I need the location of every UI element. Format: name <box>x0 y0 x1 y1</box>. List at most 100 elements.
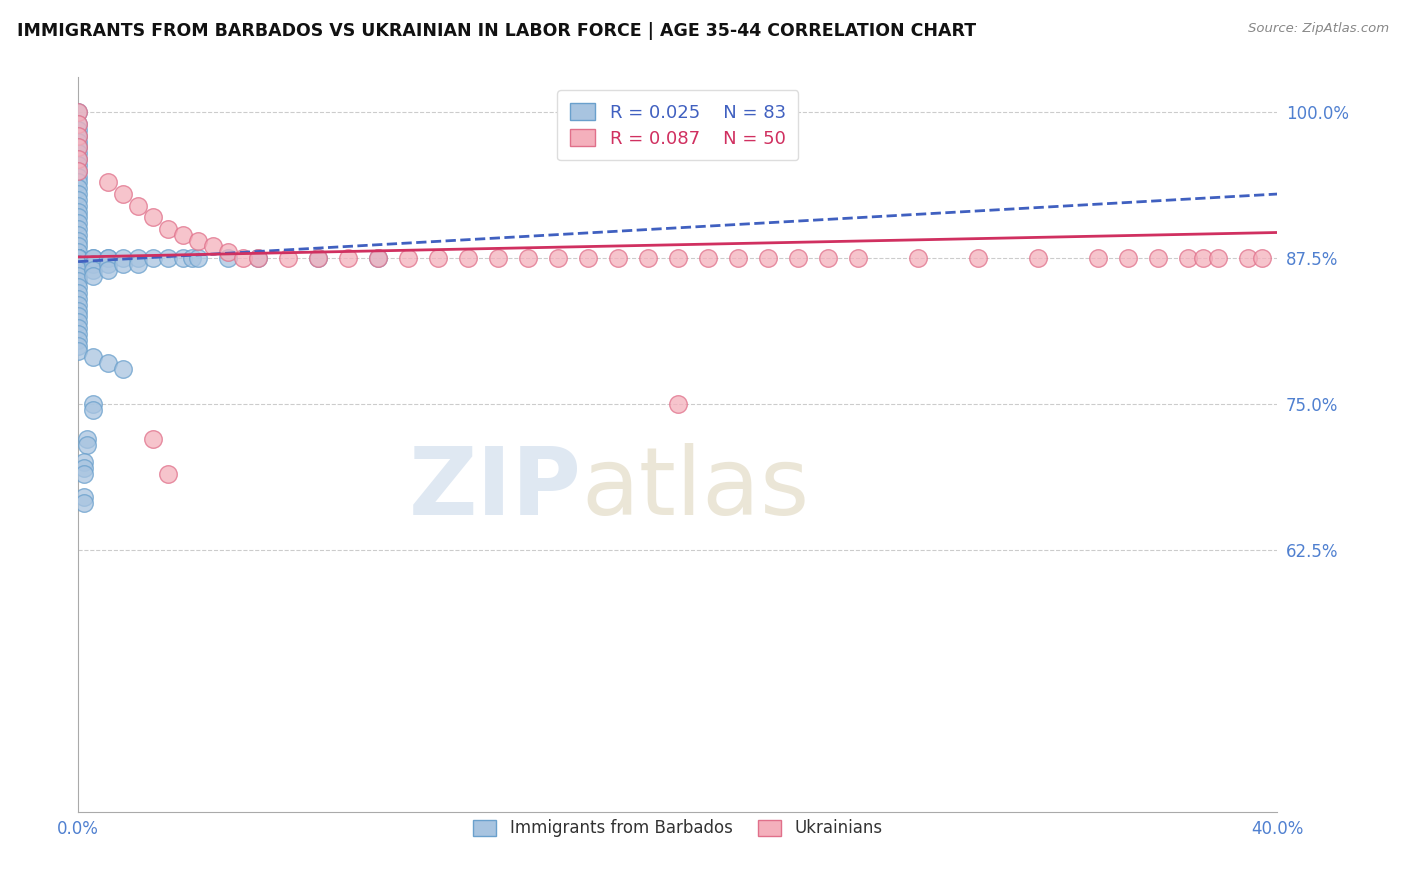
Point <box>637 251 659 265</box>
Point <box>67 193 90 207</box>
Point <box>67 257 90 271</box>
Point <box>1236 251 1258 265</box>
Point <box>202 239 225 253</box>
Point <box>67 140 90 154</box>
Point <box>67 163 90 178</box>
Point <box>73 467 96 481</box>
Point <box>67 321 90 335</box>
Point <box>67 181 90 195</box>
Point <box>786 251 808 265</box>
Point <box>1116 251 1139 265</box>
Point <box>67 292 90 306</box>
Text: IMMIGRANTS FROM BARBADOS VS UKRAINIAN IN LABOR FORCE | AGE 35-44 CORRELATION CHA: IMMIGRANTS FROM BARBADOS VS UKRAINIAN IN… <box>17 22 976 40</box>
Point <box>232 251 254 265</box>
Point <box>82 262 104 277</box>
Point <box>67 105 90 120</box>
Text: ZIP: ZIP <box>409 442 582 534</box>
Point <box>67 275 90 289</box>
Point <box>217 245 239 260</box>
Point <box>97 251 120 265</box>
Point <box>73 490 96 504</box>
Point <box>67 187 90 202</box>
Point <box>73 496 96 510</box>
Point <box>67 123 90 137</box>
Point <box>846 251 869 265</box>
Point <box>112 187 135 202</box>
Point <box>67 245 90 260</box>
Text: Source: ZipAtlas.com: Source: ZipAtlas.com <box>1249 22 1389 36</box>
Point <box>817 251 839 265</box>
Point <box>76 432 98 446</box>
Point <box>67 163 90 178</box>
Point <box>67 251 90 265</box>
Point <box>67 152 90 166</box>
Point <box>576 251 599 265</box>
Point <box>97 257 120 271</box>
Point <box>67 175 90 189</box>
Point <box>97 356 120 370</box>
Point <box>336 251 359 265</box>
Text: atlas: atlas <box>582 442 810 534</box>
Point <box>217 251 239 265</box>
Point <box>247 251 270 265</box>
Point <box>67 128 90 143</box>
Point <box>67 140 90 154</box>
Point <box>307 251 329 265</box>
Point <box>157 222 180 236</box>
Point <box>367 251 389 265</box>
Point <box>67 204 90 219</box>
Point <box>756 251 779 265</box>
Point <box>277 251 299 265</box>
Point <box>1146 251 1168 265</box>
Point <box>67 251 90 265</box>
Point <box>127 199 149 213</box>
Point <box>966 251 988 265</box>
Point <box>727 251 749 265</box>
Point <box>1026 251 1049 265</box>
Point <box>67 251 90 265</box>
Point <box>67 117 90 131</box>
Point <box>67 169 90 184</box>
Point <box>426 251 449 265</box>
Point <box>97 175 120 189</box>
Point <box>516 251 538 265</box>
Point <box>82 268 104 283</box>
Point <box>67 135 90 149</box>
Point <box>157 467 180 481</box>
Legend: Immigrants from Barbados, Ukrainians: Immigrants from Barbados, Ukrainians <box>467 813 889 844</box>
Point <box>67 199 90 213</box>
Point <box>82 251 104 265</box>
Point <box>82 402 104 417</box>
Point <box>396 251 419 265</box>
Point <box>666 397 689 411</box>
Point <box>172 251 194 265</box>
Point <box>1177 251 1199 265</box>
Point <box>67 251 90 265</box>
Point <box>1251 251 1274 265</box>
Point <box>73 461 96 475</box>
Point <box>67 152 90 166</box>
Point <box>82 397 104 411</box>
Point <box>187 251 209 265</box>
Point <box>1191 251 1213 265</box>
Point <box>907 251 929 265</box>
Point <box>67 234 90 248</box>
Point <box>97 251 120 265</box>
Point <box>67 239 90 253</box>
Point <box>67 344 90 359</box>
Point <box>67 280 90 294</box>
Point <box>112 362 135 376</box>
Point <box>112 257 135 271</box>
Point <box>67 211 90 225</box>
Point <box>142 211 165 225</box>
Point <box>486 251 509 265</box>
Point <box>142 251 165 265</box>
Point <box>247 251 270 265</box>
Point <box>142 432 165 446</box>
Point <box>67 298 90 312</box>
Point <box>696 251 718 265</box>
Point <box>67 310 90 324</box>
Point <box>82 350 104 364</box>
Point <box>457 251 479 265</box>
Point <box>67 262 90 277</box>
